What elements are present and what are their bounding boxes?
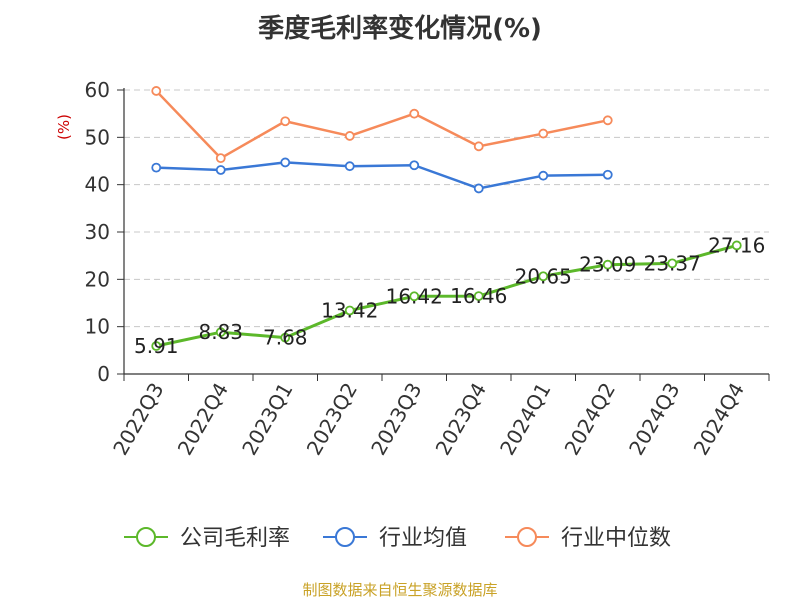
y-tick-label: 0 — [97, 362, 110, 386]
source-footer: 制图数据来自恒生聚源数据库 — [302, 581, 498, 599]
data-point — [538, 271, 549, 282]
x-tick-label: 2022Q4 — [173, 379, 233, 460]
series-line — [155, 90, 609, 160]
data-point — [344, 305, 355, 316]
data-label: 8.83 — [198, 320, 243, 344]
series-line — [156, 161, 608, 190]
data-label: 7.68 — [263, 326, 308, 350]
data-point — [602, 115, 613, 126]
legend-marker — [136, 527, 156, 547]
series-line — [155, 243, 738, 348]
data-point — [344, 161, 355, 172]
y-tick-label: 30 — [85, 220, 110, 244]
legend-marker — [335, 527, 355, 547]
legend-label: 行业中位数 — [561, 526, 671, 551]
y-axis-label: (%) — [55, 114, 73, 140]
y-tick-label: 50 — [85, 125, 110, 149]
data-point — [151, 86, 162, 96]
data-point — [409, 291, 420, 302]
x-tick-label: 2022Q3 — [108, 379, 168, 460]
data-point — [215, 153, 226, 164]
x-tick-label: 2023Q1 — [237, 379, 297, 460]
data-point — [473, 141, 484, 152]
data-point — [215, 327, 226, 338]
data-label: 13.42 — [321, 298, 378, 322]
x-tick-label: 2023Q3 — [366, 379, 426, 460]
data-point — [151, 162, 162, 173]
data-point — [602, 169, 613, 180]
data-point — [538, 128, 549, 139]
chart-title: 季度毛利率变化情况(%) — [258, 14, 542, 44]
x-tick-label: 2024Q3 — [624, 379, 684, 460]
y-tick-label: 60 — [85, 78, 110, 102]
data-label: 23.37 — [644, 251, 701, 275]
data-point — [409, 160, 420, 171]
data-label: 20.65 — [515, 264, 572, 288]
data-point — [667, 258, 678, 269]
data-label: 23.09 — [579, 253, 636, 277]
data-point — [473, 291, 484, 301]
data-point — [151, 341, 162, 351]
data-point — [473, 183, 484, 194]
x-tick-label: 2023Q2 — [302, 379, 362, 460]
y-tick-label: 40 — [85, 173, 110, 197]
legend-label: 行业均值 — [379, 526, 467, 551]
x-tick-label: 2024Q1 — [495, 379, 555, 460]
data-point — [538, 170, 549, 181]
data-point — [731, 240, 742, 251]
y-tick-label: 20 — [85, 267, 110, 291]
data-point — [280, 157, 291, 168]
data-label: 16.46 — [450, 284, 507, 308]
data-point — [280, 332, 291, 343]
x-tick-label: 2024Q2 — [560, 379, 620, 460]
y-tick-label: 10 — [85, 315, 110, 339]
data-label: 16.42 — [386, 284, 443, 308]
data-point — [215, 165, 226, 175]
x-tick-label: 2024Q4 — [689, 379, 749, 460]
legend-marker — [517, 527, 537, 547]
data-point — [602, 259, 613, 270]
data-point — [409, 108, 420, 119]
legend-label: 公司毛利率 — [180, 526, 290, 551]
data-label: 5.91 — [134, 334, 179, 358]
x-tick-label: 2023Q4 — [431, 379, 491, 460]
data-point — [280, 116, 291, 127]
data-point — [344, 131, 355, 141]
data-label: 27.16 — [708, 233, 765, 257]
